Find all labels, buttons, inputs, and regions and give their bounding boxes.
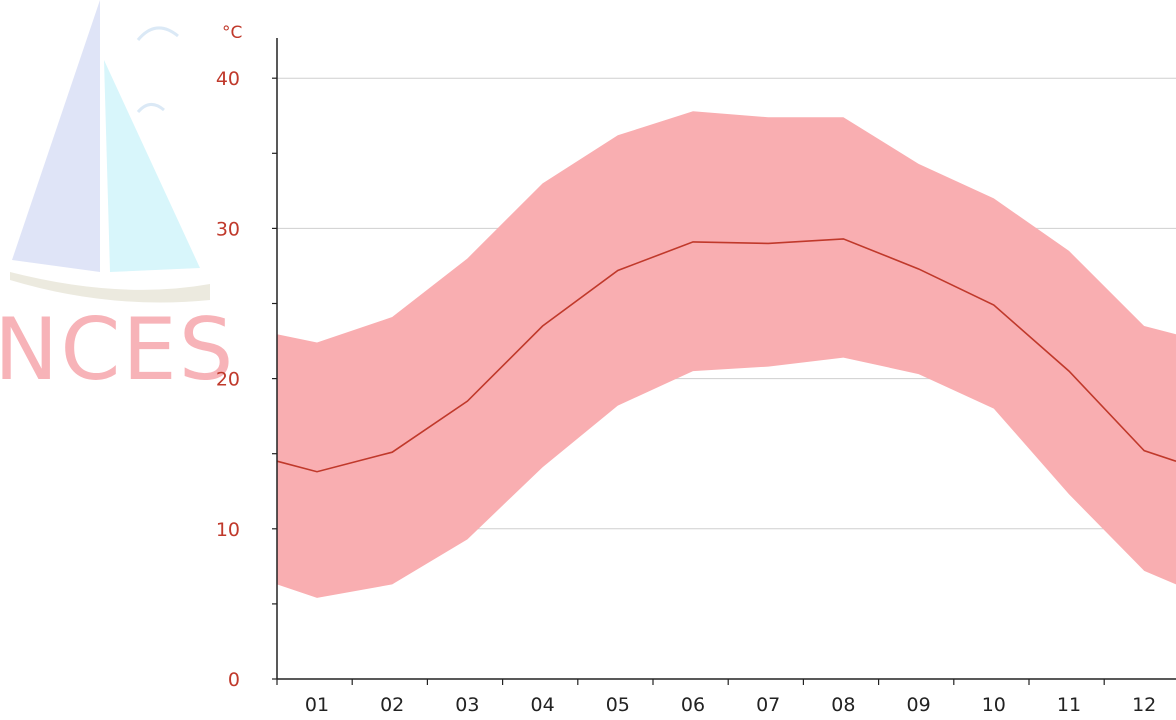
watermark-text: NCES [0,300,236,400]
y-tick-label: 10 [216,519,240,541]
x-tick-label: 06 [681,694,705,716]
mean-temperature-line [276,238,1176,473]
y-tick-label: 20 [216,369,240,391]
axes [272,38,1176,685]
x-tick-label: 01 [305,694,329,716]
x-tick-label: 02 [380,694,404,716]
y-tick-label: 40 [216,68,240,90]
y-tick-label: 0 [228,669,240,691]
x-tick-label: 10 [982,694,1006,716]
y-axis-unit: °C [222,23,242,43]
y-tick-label: 30 [216,218,240,240]
y-tick-labels: 0 10 20 30 40 [216,68,240,691]
x-tick-label: 07 [756,694,780,716]
x-tick-label: 11 [1057,694,1081,716]
temperature-range-band [277,111,1176,598]
x-tick-label: 08 [831,694,855,716]
x-tick-label: 12 [1132,694,1156,716]
sailboat-logo-watermark [10,0,210,303]
x-tick-label: 04 [531,694,555,716]
x-tick-labels: 01 02 03 04 05 06 07 08 09 10 11 12 [305,694,1156,716]
x-tick-label: 05 [606,694,630,716]
x-tick-label: 09 [907,694,931,716]
x-tick-label: 03 [455,694,479,716]
